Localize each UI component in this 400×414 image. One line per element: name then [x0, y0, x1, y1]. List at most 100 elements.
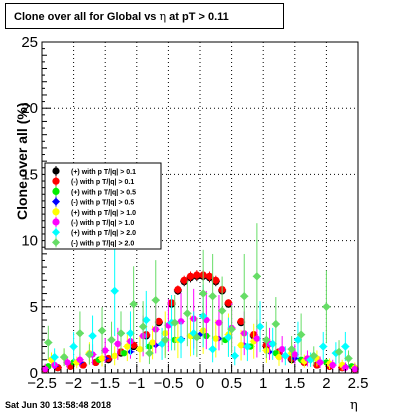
y-tick-label: 15 — [21, 166, 38, 183]
legend-entry: (-) with p T/|q| > 1.0 — [52, 217, 134, 227]
legend-label: (-) with p T/|q| > 0.5 — [71, 200, 134, 207]
data-point — [287, 344, 296, 354]
data-point — [155, 317, 163, 325]
legend-label: (+) with p T/|q| > 2.0 — [71, 230, 136, 237]
data-point — [102, 347, 109, 354]
data-point — [114, 340, 122, 348]
legend-label: (-) with p T/|q| > 1.0 — [71, 220, 134, 227]
data-point — [208, 292, 217, 301]
data-point — [215, 319, 223, 326]
legend: (+) with p T/|q| > 0.1 (-) with p T/|q| >… — [44, 162, 162, 250]
series-7 — [44, 223, 353, 367]
legend-label: (-) with p T/|q| > 2.0 — [71, 240, 134, 247]
chart-title: Clone over all for Global vs η at pT > 0… — [5, 3, 284, 29]
x-tick-label: 1 — [259, 375, 267, 392]
x-tick-label: −1 — [128, 375, 145, 392]
data-point — [170, 318, 179, 327]
data-point — [136, 345, 144, 353]
data-point — [275, 353, 283, 361]
data-point — [316, 359, 324, 366]
legend-entry: (+) with p T/|q| > 1.0 — [52, 206, 136, 217]
data-point — [69, 342, 78, 351]
data-point — [149, 339, 156, 346]
data-point — [227, 325, 236, 334]
axes: −2.5 −2 −1.5 −1 −0.5 0 0.5 1 1.5 2 2.5 0 5 10 15 20 25 — [21, 34, 368, 392]
data-point — [145, 348, 154, 358]
data-point — [186, 272, 195, 280]
data-point — [59, 352, 69, 362]
legend-entry: (-) with p T/|q| > 0.5 — [52, 196, 134, 207]
data-point — [255, 322, 265, 331]
legend-entry: (+) with p T/|q| > 2.0 — [52, 227, 136, 238]
data-point — [198, 289, 208, 298]
data-point — [271, 319, 281, 329]
legend-box — [44, 162, 162, 250]
data-series-layer — [41, 223, 359, 373]
data-point — [329, 361, 336, 369]
data-point — [237, 341, 245, 349]
data-point — [75, 329, 85, 338]
data-point — [253, 335, 261, 342]
data-point — [322, 302, 331, 311]
data-point — [334, 347, 344, 357]
data-point — [174, 285, 182, 294]
data-point — [176, 335, 186, 345]
data-point — [237, 317, 245, 325]
data-point — [224, 333, 233, 342]
y-tick-label: 25 — [21, 34, 38, 51]
x-tick-label: 0 — [196, 375, 204, 392]
title-eta-symbol: η — [159, 10, 167, 23]
data-point — [88, 331, 97, 341]
x-axis-label: η — [350, 398, 358, 413]
data-point — [342, 364, 349, 371]
data-point — [41, 365, 49, 373]
legend-entry: (-) with p T/|q| > 2.0 — [52, 237, 134, 248]
data-point — [151, 295, 160, 305]
y-tick-label: 20 — [21, 100, 38, 117]
data-point — [224, 299, 233, 307]
legend-entry: (+) with p T/|q| > 0.1 — [52, 166, 136, 176]
legend-label: (+) with p T/|q| > 0.1 — [71, 169, 136, 176]
title-suffix: at pT > 0.11 — [169, 11, 229, 23]
data-point — [240, 292, 249, 301]
data-point — [126, 329, 135, 338]
x-tick-label: 1.5 — [284, 375, 305, 392]
x-tick-label: −2.5 — [27, 375, 57, 392]
data-point — [120, 349, 128, 357]
data-point — [124, 343, 131, 350]
data-point — [116, 329, 126, 338]
y-tick-label: 0 — [30, 365, 38, 382]
x-tick-label: 2 — [322, 375, 330, 392]
data-point — [212, 335, 219, 342]
y-tick-label: 5 — [30, 299, 38, 316]
data-point — [281, 351, 290, 360]
data-point — [309, 351, 318, 360]
data-point — [278, 345, 286, 353]
legend-label: (-) with p T/|q| > 0.1 — [71, 179, 134, 186]
data-point — [85, 350, 94, 359]
timestamp: Sat Jun 30 13:58:48 2018 — [5, 400, 112, 410]
data-point — [296, 330, 306, 339]
data-point — [98, 355, 106, 362]
legend-label: (+) with p T/|q| > 1.0 — [71, 210, 136, 217]
x-tick-label: 0.5 — [221, 375, 242, 392]
data-point — [111, 352, 118, 359]
data-point — [142, 315, 151, 325]
data-point — [50, 352, 59, 362]
data-point — [76, 356, 84, 363]
data-point — [180, 276, 188, 284]
data-point — [212, 276, 220, 284]
data-point — [351, 365, 359, 373]
data-point — [217, 306, 227, 315]
data-point — [97, 326, 107, 335]
legend-entry: (-) with p T/|q| > 0.1 — [52, 176, 134, 187]
y-axis-label: Clone over all (%) — [14, 102, 30, 220]
legend-entry: (+) with p T/|q| > 0.5 — [52, 186, 136, 197]
x-tick-label: 2.5 — [348, 375, 369, 392]
data-point — [208, 344, 217, 354]
data-point — [252, 272, 262, 281]
x-tick-label: −0.5 — [154, 375, 184, 392]
data-point — [268, 339, 277, 349]
data-point — [230, 351, 239, 360]
